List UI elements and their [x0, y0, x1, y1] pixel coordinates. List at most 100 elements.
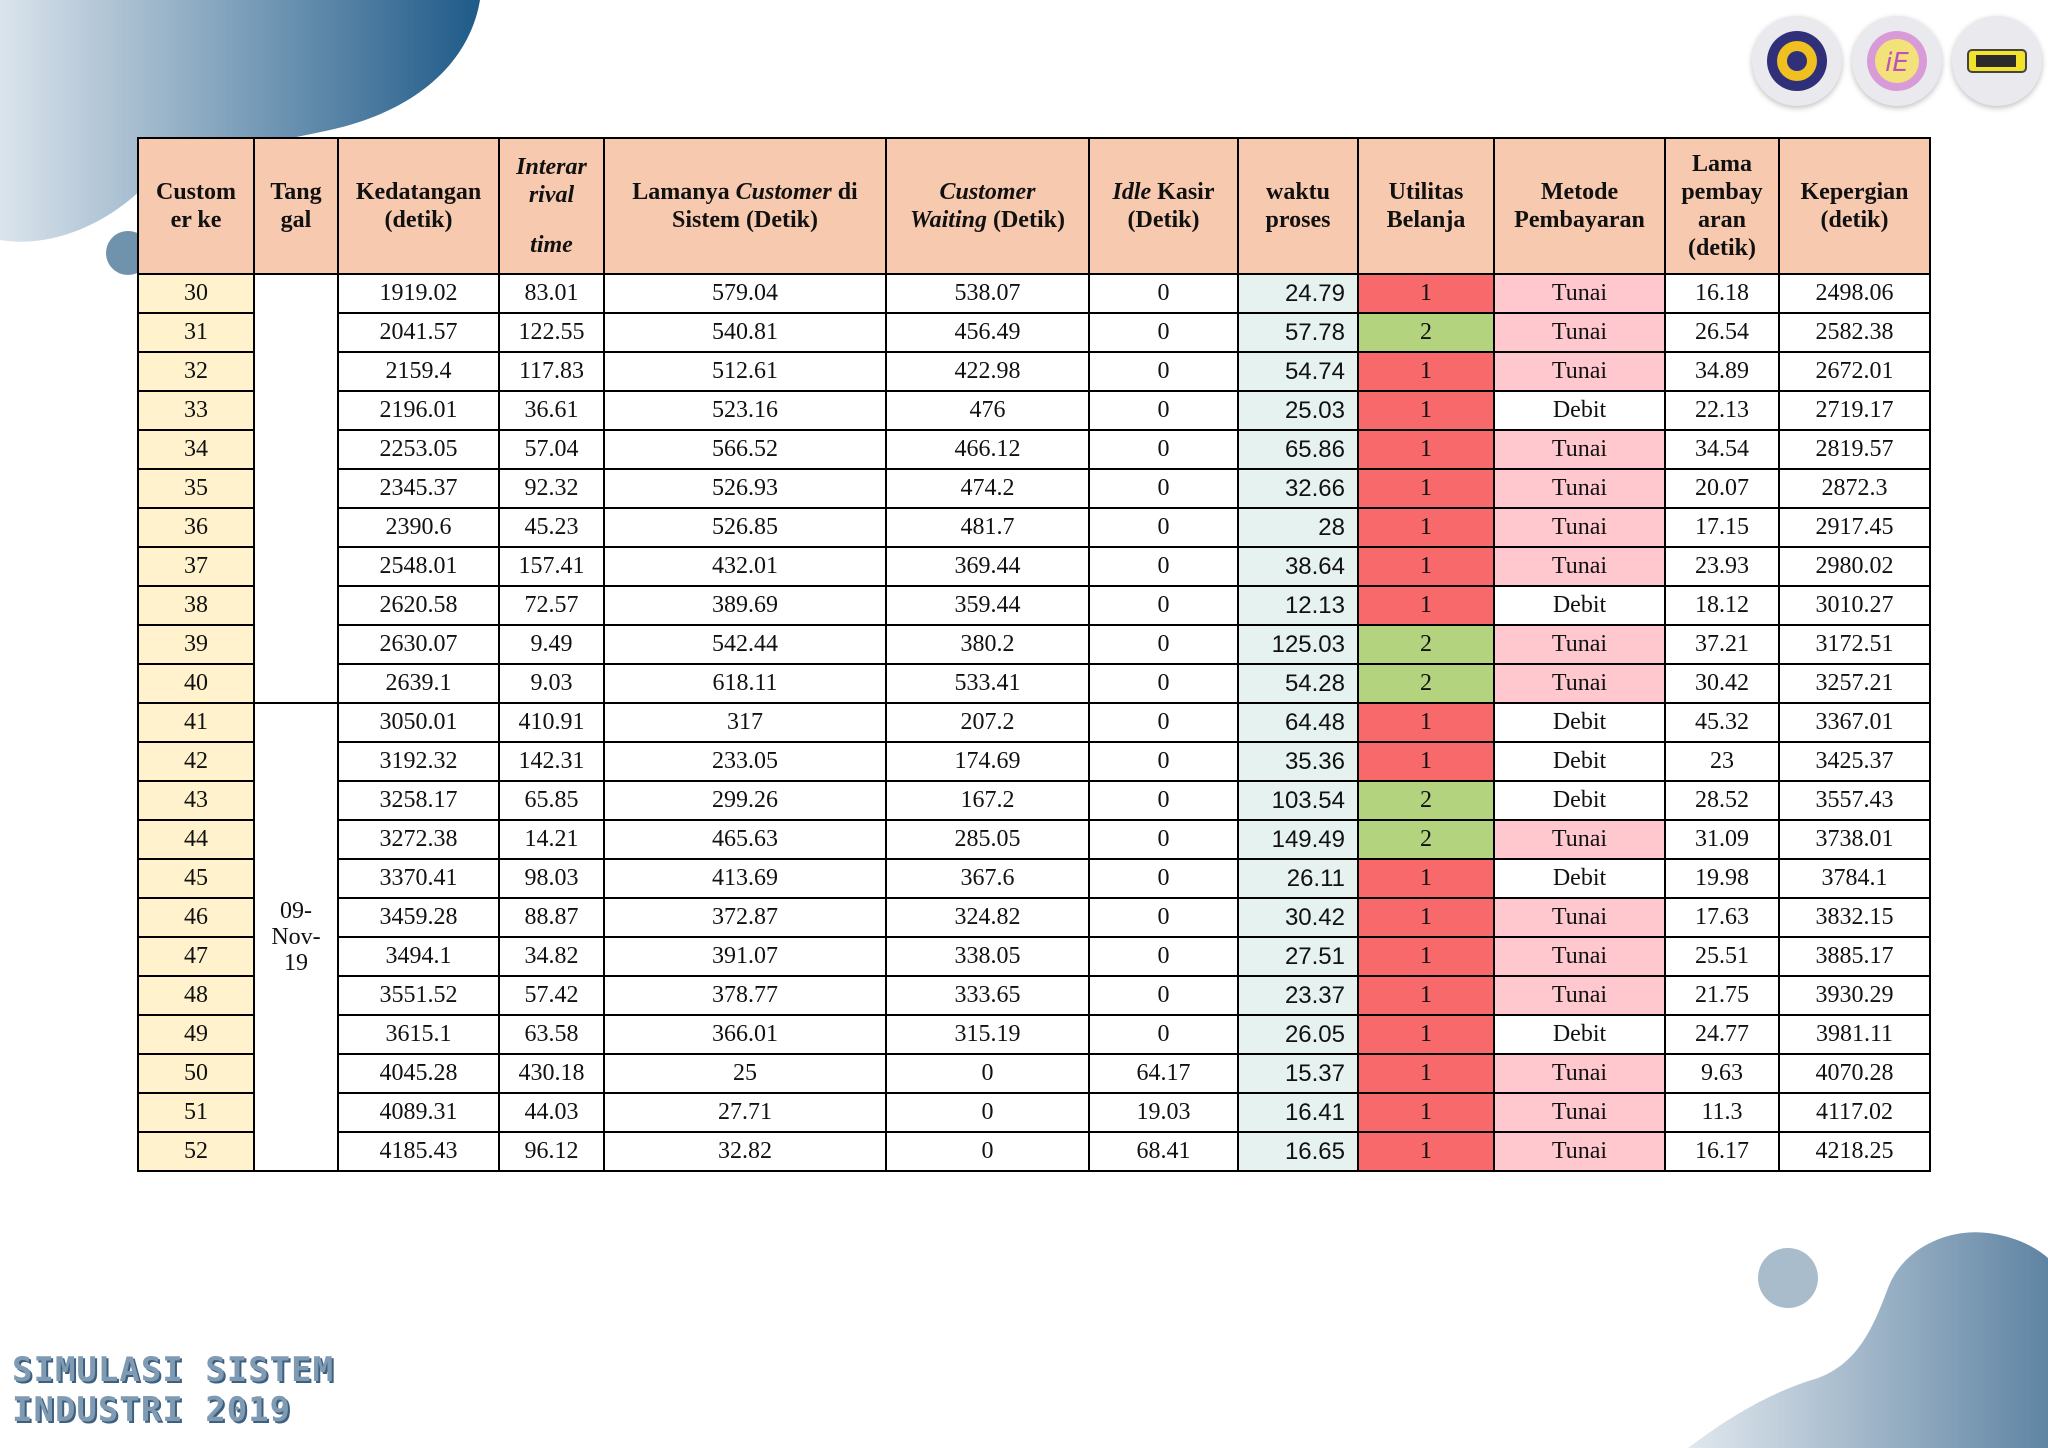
cell-utilitas: 1 [1357, 936, 1495, 977]
header-lamanya: Lamanya Customer di Sistem (Detik) [603, 137, 887, 275]
header-idle-a: Idle [1112, 179, 1152, 205]
cell-lamanya: 25 [603, 1053, 887, 1094]
cell-customer-no: 40 [137, 663, 255, 704]
cell-utilitas: 1 [1357, 585, 1495, 626]
cell-lama-bayar: 26.54 [1664, 312, 1780, 353]
simulation-table-container: Custom er ke Tang gal Kedatangan (detik)… [137, 137, 1931, 1172]
cell-waktu-proses: 26.05 [1237, 1014, 1359, 1055]
cell-interarrival: 122.55 [498, 312, 605, 353]
table-row: 47 3494.1 34.82 391.07 338.05 0 27.51 1 Tunai 25.… [137, 936, 1931, 977]
cell-metode: Debit [1493, 858, 1666, 899]
bottom-right-wave-decoration [1688, 1232, 2048, 1448]
table-row: 51 4089.31 44.03 27.71 0 19.03 16.41 1 Tunai 11.3… [137, 1092, 1931, 1133]
cell-customer-no: 33 [137, 390, 255, 431]
cell-kedatangan: 2345.37 [337, 468, 500, 509]
cell-metode: Tunai [1493, 507, 1666, 548]
cell-lama-bayar: 21.75 [1664, 975, 1780, 1016]
cell-waiting: 338.05 [885, 936, 1090, 977]
cell-utilitas: 2 [1357, 624, 1495, 665]
cell-lama-bayar: 28.52 [1664, 780, 1780, 821]
cell-kedatangan: 1919.02 [337, 273, 500, 314]
cell-waktu-proses: 149.49 [1237, 819, 1359, 860]
cell-kepergian: 3172.51 [1778, 624, 1931, 665]
cell-utilitas: 1 [1357, 1092, 1495, 1133]
cell-lamanya: 566.52 [603, 429, 887, 470]
cell-kedatangan: 3494.1 [337, 936, 500, 977]
cell-waiting: 481.7 [885, 507, 1090, 548]
cell-metode: Tunai [1493, 975, 1666, 1016]
cell-customer-no: 44 [137, 819, 255, 860]
cell-lamanya: 378.77 [603, 975, 887, 1016]
cell-lamanya: 465.63 [603, 819, 887, 860]
header-kedatangan: Kedatangan (detik) [337, 137, 500, 275]
cell-utilitas: 1 [1357, 1014, 1495, 1055]
header-utilitas-belanja: Utilitas Belanja [1357, 137, 1495, 275]
cell-lama-bayar: 34.54 [1664, 429, 1780, 470]
cell-idle: 0 [1088, 741, 1239, 782]
cell-kedatangan: 3551.52 [337, 975, 500, 1016]
cell-customer-no: 49 [137, 1014, 255, 1055]
header-interarrival-line2: time [530, 232, 573, 258]
cell-waktu-proses: 125.03 [1237, 624, 1359, 665]
cell-kedatangan: 4185.43 [337, 1131, 500, 1172]
cell-interarrival: 45.23 [498, 507, 605, 548]
cell-lama-bayar: 22.13 [1664, 390, 1780, 431]
cell-waktu-proses: 30.42 [1237, 897, 1359, 938]
cell-metode: Tunai [1493, 429, 1666, 470]
table-row: 42 3192.32 142.31 233.05 174.69 0 35.36 1 Debit 2… [137, 741, 1931, 782]
cell-metode: Debit [1493, 702, 1666, 743]
cell-waktu-proses: 24.79 [1237, 273, 1359, 314]
table-row: 40 2639.1 9.03 618.11 533.41 0 54.28 2 Tunai 30.4… [137, 663, 1931, 704]
cell-idle: 0 [1088, 819, 1239, 860]
cell-customer-no: 38 [137, 585, 255, 626]
table-row: 45 3370.41 98.03 413.69 367.6 0 26.11 1 Debit 19.… [137, 858, 1931, 899]
cell-utilitas: 1 [1357, 546, 1495, 587]
cell-waktu-proses: 57.78 [1237, 312, 1359, 353]
cell-kepergian: 2917.45 [1778, 507, 1931, 548]
header-customer-ke: Custom er ke [137, 137, 255, 275]
cell-metode: Debit [1493, 780, 1666, 821]
cell-waiting: 0 [885, 1092, 1090, 1133]
cell-lama-bayar: 9.63 [1664, 1053, 1780, 1094]
cell-waktu-proses: 23.37 [1237, 975, 1359, 1016]
cell-interarrival: 83.01 [498, 273, 605, 314]
cell-idle: 0 [1088, 468, 1239, 509]
cell-customer-no: 51 [137, 1092, 255, 1133]
cell-kedatangan: 2390.6 [337, 507, 500, 548]
cell-kedatangan: 4045.28 [337, 1053, 500, 1094]
cell-waktu-proses: 103.54 [1237, 780, 1359, 821]
cell-interarrival: 34.82 [498, 936, 605, 977]
cell-interarrival: 9.03 [498, 663, 605, 704]
cell-idle: 0 [1088, 702, 1239, 743]
cell-metode: Tunai [1493, 819, 1666, 860]
cell-kepergian: 3832.15 [1778, 897, 1931, 938]
cell-idle: 0 [1088, 585, 1239, 626]
cell-waiting: 359.44 [885, 585, 1090, 626]
cell-customer-no: 43 [137, 780, 255, 821]
cell-kepergian: 3557.43 [1778, 780, 1931, 821]
cell-interarrival: 57.42 [498, 975, 605, 1016]
cell-kepergian: 2498.06 [1778, 273, 1931, 314]
cell-customer-no: 48 [137, 975, 255, 1016]
cell-waktu-proses: 32.66 [1237, 468, 1359, 509]
header-waiting-a: Customer [939, 179, 1036, 205]
table-row: 32 2159.4 117.83 512.61 422.98 0 54.74 1 Tunai 34… [137, 351, 1931, 392]
cell-lama-bayar: 16.17 [1664, 1131, 1780, 1172]
cell-waktu-proses: 38.64 [1237, 546, 1359, 587]
cell-waktu-proses: 54.74 [1237, 351, 1359, 392]
cell-lama-bayar: 17.15 [1664, 507, 1780, 548]
cell-kedatangan: 2159.4 [337, 351, 500, 392]
cell-kedatangan: 3192.32 [337, 741, 500, 782]
cell-waiting: 285.05 [885, 819, 1090, 860]
cell-utilitas: 1 [1357, 975, 1495, 1016]
cell-kepergian: 3885.17 [1778, 936, 1931, 977]
cell-waktu-proses: 27.51 [1237, 936, 1359, 977]
cell-kepergian: 3981.11 [1778, 1014, 1931, 1055]
cell-waiting: 333.65 [885, 975, 1090, 1016]
cell-interarrival: 57.04 [498, 429, 605, 470]
cell-metode: Tunai [1493, 546, 1666, 587]
cell-lama-bayar: 37.21 [1664, 624, 1780, 665]
cell-utilitas: 1 [1357, 273, 1495, 314]
cell-kepergian: 3784.1 [1778, 858, 1931, 899]
cell-interarrival: 36.61 [498, 390, 605, 431]
